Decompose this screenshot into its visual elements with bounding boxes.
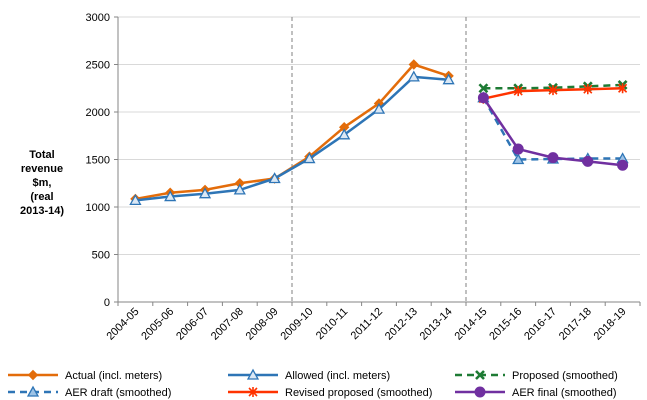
x-tick-label: 2007-08 [209,306,246,343]
y-axis-title-line: 2013-14) [20,205,64,217]
data-point [478,83,489,94]
y-tick-label: 2500 [86,60,110,72]
legend-label: AER draft (smoothed) [65,387,171,399]
legend-label: Revised proposed (smoothed) [285,387,432,399]
x-tick-label: 2017-18 [557,306,594,343]
data-point [248,387,258,397]
x-tick-label: 2009-10 [278,306,315,343]
series-lines [129,59,629,206]
period-dividers [291,17,467,302]
x-tick-label: 2010-11 [314,306,350,342]
data-point [512,143,524,155]
y-tick-labels: 0 500 1000 1500 2000 2500 3000 [86,12,110,309]
data-point [474,386,486,398]
y-tick-label: 500 [92,250,110,262]
x-tick-label: 2011-12 [349,306,385,342]
x-tick-label: 2018-19 [592,306,629,343]
data-point [303,152,316,164]
y-axis-title-line: Total [29,149,54,161]
series-line [135,75,449,202]
data-point [617,159,629,171]
legend-item: Revised proposed (smoothed) [228,387,432,399]
y-tick-label: 1500 [86,155,110,167]
data-point [129,194,142,206]
y-axis-title-line: $m, [33,177,52,189]
data-point [548,85,558,96]
series [129,70,455,206]
x-tick-labels: 2004-052005-062006-072007-082008-092009-… [104,306,628,343]
legend-item: Allowed (incl. meters) [228,368,390,382]
legend-item: Actual (incl. meters) [8,369,162,382]
legend-label: Actual (incl. meters) [65,370,162,382]
data-point [26,385,40,397]
series [477,92,629,171]
data-point [512,153,525,165]
data-point [582,155,594,167]
x-tick-label: 2005-06 [139,306,176,343]
legend-label: Proposed (smoothed) [512,370,618,382]
data-point [164,190,177,202]
data-point [477,92,489,104]
legend-item: AER final (smoothed) [455,386,617,399]
axes [117,17,641,306]
y-tick-label: 2000 [86,107,110,119]
data-point [198,187,212,199]
data-point [246,368,260,380]
legend-label: Allowed (incl. meters) [285,370,390,382]
legend-label: AER final (smoothed) [512,387,617,399]
data-point [547,152,559,164]
x-tick-label: 2014-15 [452,306,489,343]
data-point [407,70,420,82]
x-tick-label: 2012-13 [383,306,420,343]
data-point [618,83,628,94]
x-tick-label: 2016-17 [522,306,559,343]
data-point [338,128,351,140]
grid-lines [114,16,640,303]
x-tick-label: 2013-14 [418,306,455,343]
data-point [408,59,420,70]
data-point [513,86,523,97]
y-tick-label: 0 [104,297,110,309]
data-point [233,183,246,195]
x-tick-label: 2006-07 [174,306,211,343]
y-axis-title: Total revenue $m, (real 2013-14) [20,149,64,217]
y-tick-label: 1000 [86,202,110,214]
y-axis-title-line: revenue [21,163,63,175]
data-point [475,370,485,380]
legend: Actual (incl. meters) Allowed (incl. mete… [8,368,618,399]
x-tick-label: 2004-05 [104,306,141,343]
data-point [583,84,593,95]
y-tick-label: 3000 [86,12,110,24]
data-point [27,369,39,381]
x-tick-label: 2015-16 [487,306,524,343]
legend-item: AER draft (smoothed) [8,385,171,399]
data-point [372,102,386,114]
legend-item: Proposed (smoothed) [455,370,618,382]
x-tick-label: 2008-09 [244,306,281,343]
y-axis-title-line: (real [30,191,53,203]
data-point [268,172,281,184]
data-point [442,73,455,85]
